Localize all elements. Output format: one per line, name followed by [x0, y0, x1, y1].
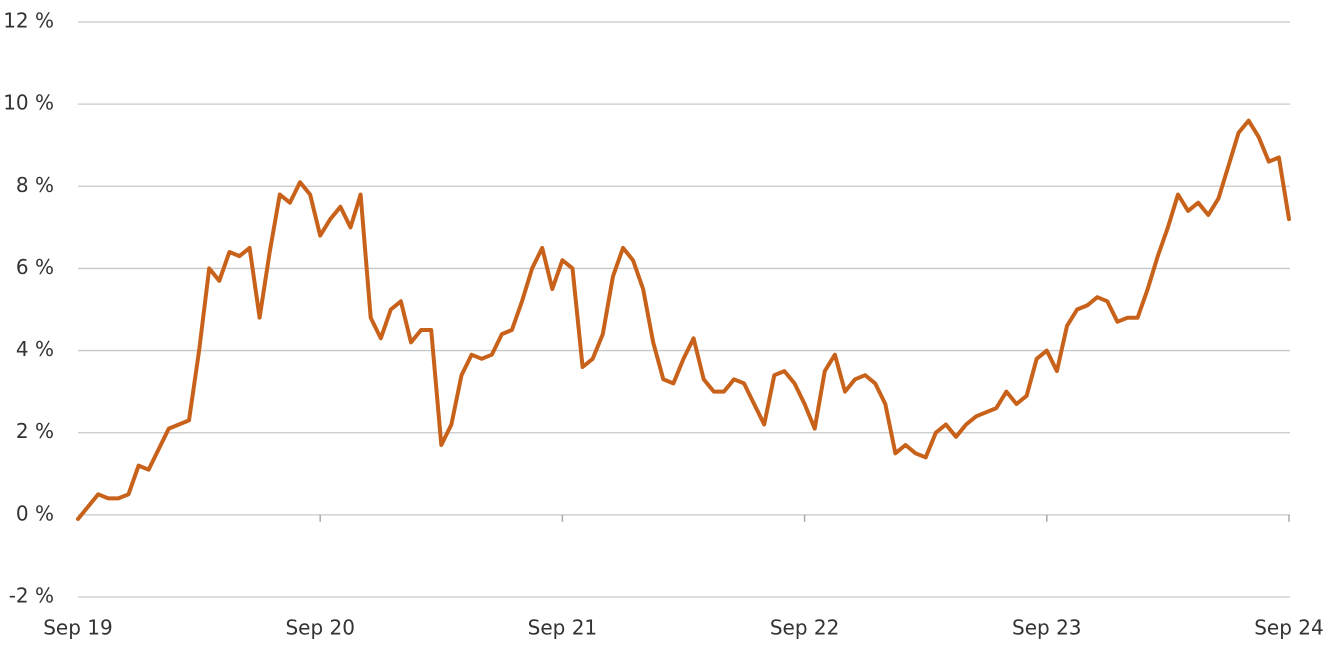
x-tick-label: Sep 23 [1012, 616, 1082, 640]
y-tick-label: 8 % [16, 173, 54, 197]
x-tick-label: Sep 24 [1254, 616, 1324, 640]
y-tick-label: -2 % [9, 584, 54, 608]
y-tick-label: 4 % [16, 337, 54, 361]
x-tick-label: Sep 21 [528, 616, 598, 640]
data-line [76, 118, 1291, 521]
y-tick-label: 12 % [3, 9, 54, 33]
x-tick-label: Sep 22 [770, 616, 840, 640]
y-tick-label: 0 % [16, 501, 54, 525]
y-tick-label: 10 % [3, 91, 54, 115]
y-tick-label: 6 % [16, 255, 54, 279]
y-tick-label: 2 % [16, 419, 54, 443]
x-tick-label: Sep 20 [285, 616, 355, 640]
x-tick-label: Sep 19 [43, 616, 113, 640]
